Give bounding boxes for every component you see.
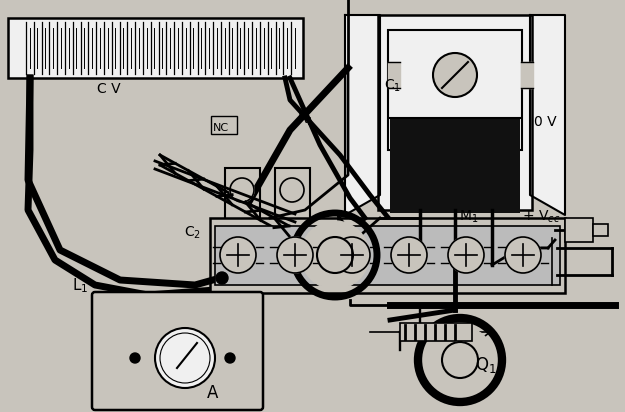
Text: R$_1$: R$_1$ (297, 111, 314, 128)
Circle shape (301, 221, 369, 289)
Text: 0 V: 0 V (534, 115, 557, 129)
Circle shape (442, 342, 478, 378)
Polygon shape (345, 15, 380, 215)
Text: L$_1$: L$_1$ (72, 276, 88, 295)
Bar (211, 116, 236, 133)
Text: Q$_1$: Q$_1$ (475, 355, 497, 375)
Circle shape (505, 237, 541, 273)
Circle shape (280, 178, 304, 202)
Bar (593, 224, 608, 236)
Text: NC: NC (213, 123, 229, 133)
Bar (378, 15, 532, 210)
Bar (8, 18, 303, 78)
Bar (390, 118, 520, 213)
Circle shape (334, 237, 370, 273)
Bar (521, 62, 533, 88)
Bar (225, 168, 260, 223)
Text: C V: C V (97, 82, 121, 96)
Circle shape (225, 353, 235, 363)
Circle shape (317, 237, 353, 273)
Circle shape (391, 237, 427, 273)
Text: M$_1$: M$_1$ (459, 208, 479, 225)
Bar (275, 168, 310, 223)
Bar (388, 62, 400, 88)
Circle shape (155, 328, 215, 388)
Bar (565, 218, 593, 242)
Bar (215, 226, 560, 285)
Polygon shape (530, 15, 565, 215)
Text: A: A (207, 384, 218, 402)
Bar (210, 218, 565, 293)
Circle shape (433, 53, 477, 97)
Text: C$_1$: C$_1$ (384, 77, 401, 94)
Bar (388, 30, 522, 150)
Bar (400, 323, 472, 341)
Circle shape (216, 272, 228, 284)
Circle shape (220, 237, 256, 273)
Text: C$_2$: C$_2$ (184, 225, 201, 241)
Circle shape (277, 237, 313, 273)
FancyBboxPatch shape (92, 292, 263, 410)
Text: + V$_{cc}$: + V$_{cc}$ (522, 208, 560, 225)
Circle shape (230, 178, 254, 202)
Circle shape (130, 353, 140, 363)
Circle shape (426, 326, 494, 394)
Circle shape (448, 237, 484, 273)
